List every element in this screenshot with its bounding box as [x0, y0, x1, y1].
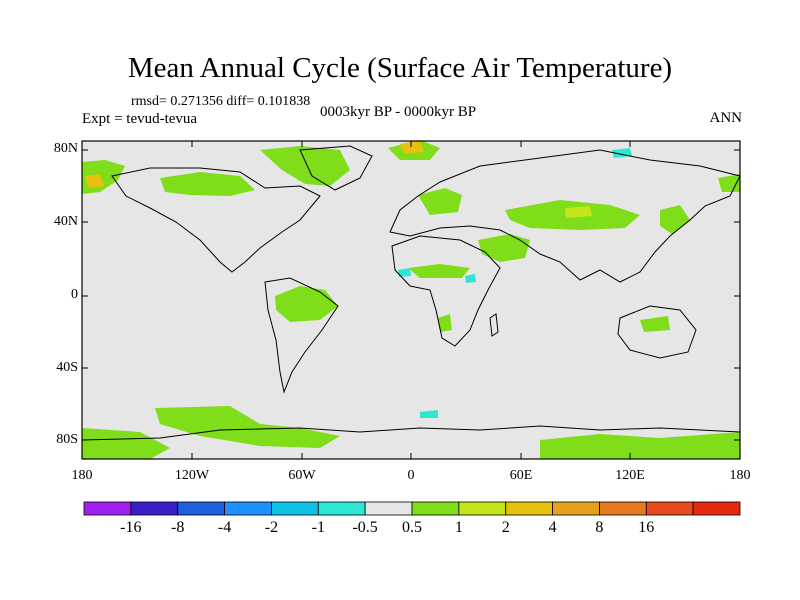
stats-subtitle: rmsd= 0.271356 diff= 0.101838: [131, 94, 311, 109]
lon-tick-label: 0: [407, 468, 415, 483]
colorbar-label: 1: [454, 519, 463, 536]
lat-ticks: [82, 149, 740, 441]
lat-tick-label: 40S: [56, 360, 78, 375]
colorbar-box: [645, 501, 694, 516]
anomaly-region: [398, 268, 411, 277]
colorbar-box: [83, 501, 132, 516]
colorbar-box: [177, 501, 225, 516]
anomaly-region: [155, 406, 340, 448]
colorbar-box: [692, 501, 741, 516]
experiment-label: Expt = tevud-tevua: [82, 111, 198, 127]
anomaly-region: [565, 206, 592, 218]
colorbar-label: 2: [501, 519, 510, 536]
anomaly-region: [418, 188, 462, 215]
anomaly-region: [400, 140, 424, 154]
anomaly-region: [408, 264, 470, 278]
colorbar-box: [224, 501, 272, 516]
lat-tick-label: 80S: [56, 432, 78, 447]
anomaly-region: [275, 286, 338, 322]
anomaly-region: [465, 274, 476, 283]
colorbar-box: [364, 501, 413, 516]
colorbar-label: 8: [595, 519, 604, 536]
anomaly-region: [160, 172, 255, 196]
coastline-africa: [391, 235, 501, 347]
colorbar-label: -4: [217, 519, 232, 536]
colorbar-box: [317, 501, 366, 516]
colorbar-label: 0.5: [402, 519, 422, 536]
lat-tick-label: 40N: [53, 214, 78, 229]
lat-tick-label: 0: [71, 287, 78, 302]
coastline-antarctica: [81, 425, 741, 441]
anomaly-region: [660, 205, 690, 234]
coastline-eurasia: [389, 149, 741, 283]
colorbar-label: -16: [120, 519, 142, 536]
season-label: ANN: [709, 110, 743, 126]
lon-tick-label: 180: [729, 468, 751, 483]
lon-tick-label: 180: [71, 468, 93, 483]
colorbar-box: [130, 501, 179, 516]
coastline-north-america: [111, 167, 321, 273]
lon-tick-label: 60W: [288, 468, 316, 483]
anomaly-region: [82, 428, 170, 459]
colorbar-label: -8: [171, 519, 185, 536]
colorbar-label: -0.5: [352, 519, 378, 536]
colorbar-label: -2: [264, 519, 279, 536]
colorbar-box: [271, 501, 319, 516]
lat-tick-label: 80N: [53, 141, 78, 156]
lon-tick-label: 120W: [174, 468, 210, 483]
coastlines: [81, 145, 741, 441]
lon-ticks: [191, 141, 631, 459]
colorbar-label: -1: [311, 519, 325, 536]
lon-tick-label: 120E: [615, 468, 645, 483]
lon-tick-label: 60E: [509, 468, 533, 483]
colorbar-box: [411, 501, 460, 516]
anomaly-region: [478, 234, 530, 262]
coastline-south-america: [264, 277, 339, 394]
colorbar-box: [599, 501, 647, 516]
coastline-australia: [617, 305, 697, 359]
colorbar-box: [552, 501, 600, 516]
anomaly-region: [260, 146, 350, 186]
coastline-greenland: [299, 145, 373, 191]
colorbar-label: 16: [638, 519, 655, 536]
anomaly-region: [420, 410, 438, 418]
anomaly-region: [540, 432, 740, 459]
colorbar-box: [458, 501, 507, 516]
colorbar-label: 4: [548, 519, 557, 536]
anomaly-region: [438, 314, 452, 332]
figure-title: Mean Annual Cycle (Surface Air Temperatu…: [127, 52, 673, 84]
warm-anomaly-spots: [85, 140, 592, 218]
period-label: 0003kyr BP - 0000kyr BP: [320, 104, 477, 120]
colorbar-box: [505, 501, 553, 516]
anomaly-region: [640, 316, 670, 332]
anomaly-region: [85, 174, 104, 188]
coastline-madagascar: [489, 313, 499, 337]
colorbar: [83, 501, 741, 516]
cool-anomaly-spots: [398, 148, 632, 418]
